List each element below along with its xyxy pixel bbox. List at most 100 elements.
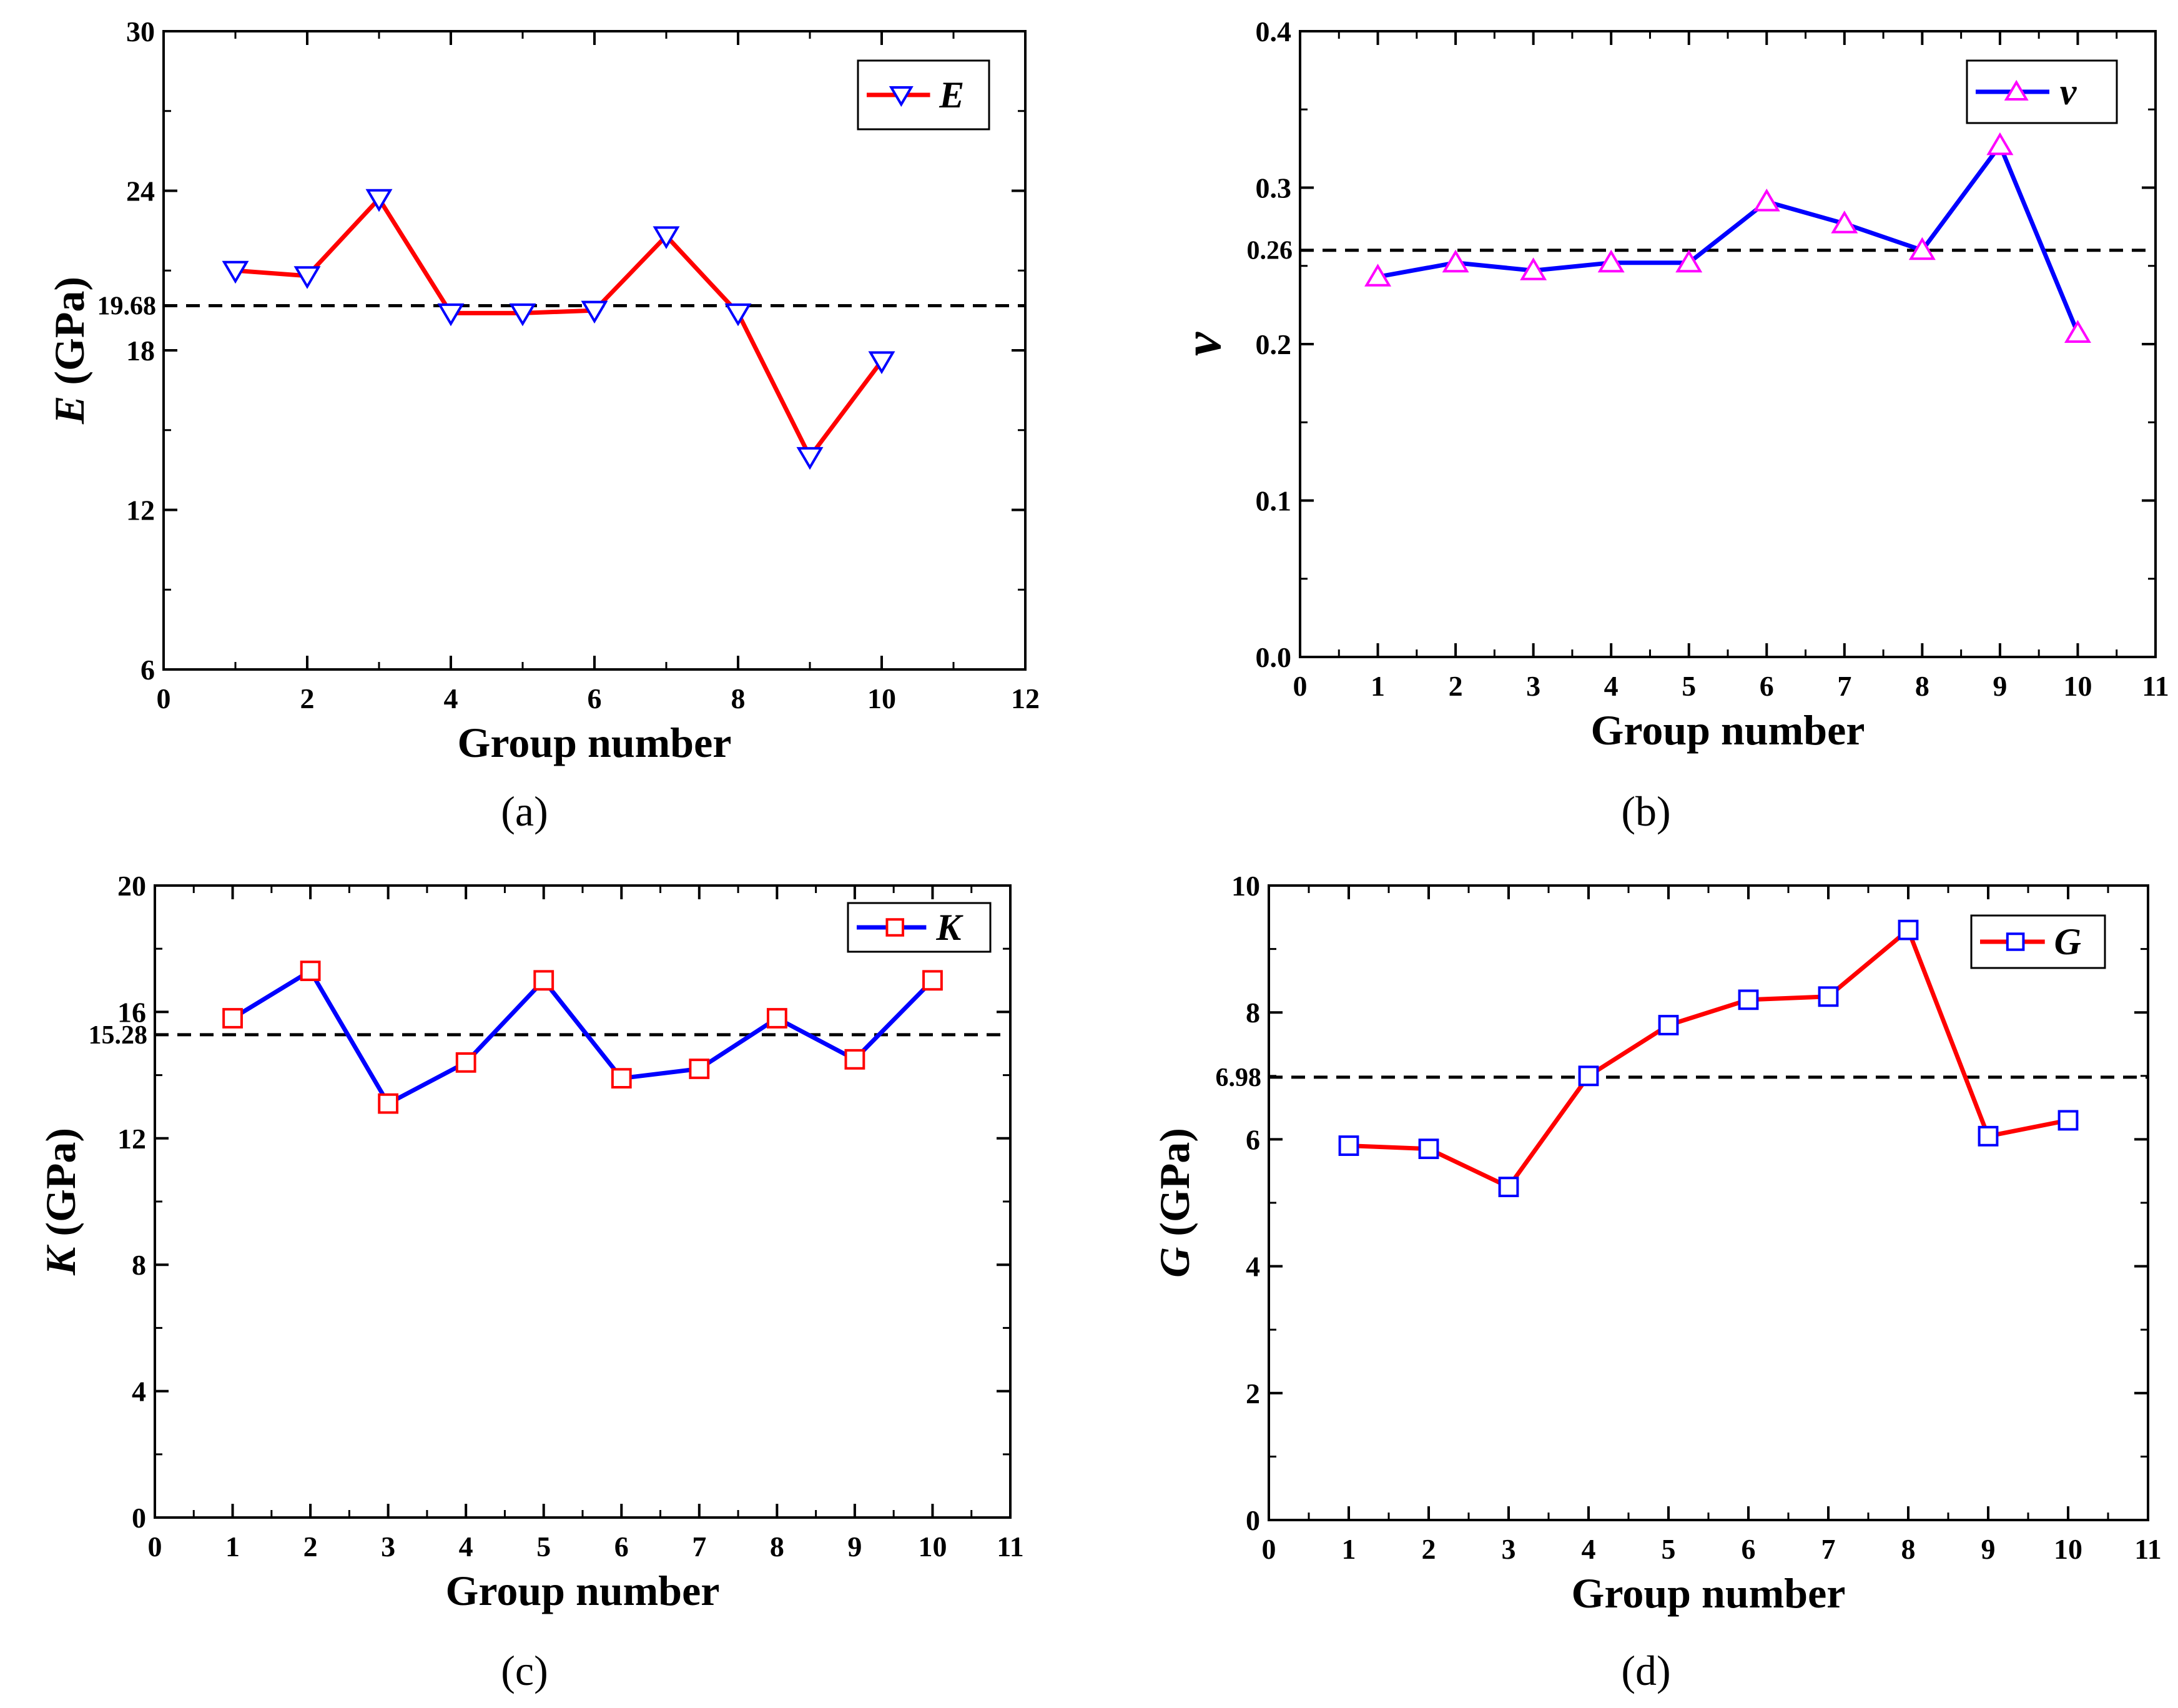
x-axis-title: Group number (1572, 1569, 1846, 1617)
data-point (868, 351, 895, 375)
y-tick-label: 4 (132, 1376, 146, 1408)
y-tick-label: 0 (132, 1502, 146, 1534)
data-point (1338, 1135, 1359, 1156)
data-point (1578, 1065, 1599, 1087)
data-point (1498, 1177, 1519, 1197)
data-point (2064, 320, 2091, 343)
x-tick-label: 11 (2134, 1533, 2161, 1565)
panel-caption: (a) (501, 787, 548, 835)
y-tick-label: 2 (1246, 1378, 1260, 1409)
data-point (796, 447, 824, 470)
legend-label: v (2060, 71, 2077, 112)
x-tick-label: 2 (1422, 1533, 1436, 1565)
data-point (724, 303, 752, 327)
y-tick-label: 20 (117, 870, 146, 902)
x-tick-label: 6 (614, 1531, 629, 1562)
data-point (1364, 264, 1392, 287)
y-axis-title: v (1172, 332, 1232, 356)
x-tick-label: 10 (2063, 670, 2092, 702)
x-axis-title: Group number (446, 1567, 720, 1614)
reference-label: 6.98 (1216, 1064, 1262, 1092)
x-axis-title: Group number (458, 719, 732, 766)
x-tick-label: 0 (157, 683, 171, 714)
data-point (1818, 986, 1839, 1007)
data-point (1597, 249, 1625, 273)
series-line (1377, 143, 2080, 334)
x-tick-label: 3 (1502, 1533, 1516, 1565)
x-tick-label: 4 (1604, 670, 1619, 702)
data-point (509, 303, 536, 327)
data-point (844, 1049, 865, 1070)
x-tick-label: 6 (1760, 670, 1774, 702)
reference-label: 19.68 (97, 292, 157, 320)
legend-marker (2004, 79, 2029, 101)
y-axis-unit: (GPa) (1151, 1128, 1198, 1247)
x-tick-label: 9 (1993, 670, 2007, 702)
data-point (378, 1093, 399, 1114)
data-point (611, 1068, 632, 1089)
y-tick-label: 0.1 (1256, 485, 1292, 517)
y-tick-label: 0.4 (1256, 16, 1292, 47)
y-tick-label: 10 (1231, 870, 1260, 902)
legend-label: G (2054, 921, 2081, 962)
x-tick-label: 10 (918, 1531, 947, 1562)
data-point (1418, 1138, 1439, 1160)
data-point (1675, 249, 1703, 273)
x-tick-label: 7 (692, 1531, 706, 1562)
y-tick-label: 4 (1246, 1251, 1260, 1283)
data-point (365, 189, 393, 212)
legend-label: E (939, 74, 964, 116)
panel-d: 0 1 2 3 4 5 6 7 8 9 10 11 0 2 4 6 8 10 6.98 Group number G (… (1151, 870, 2162, 1694)
x-tick-label: 2 (300, 683, 315, 714)
reference-label: 15.28 (89, 1021, 148, 1050)
y-tick-label: 0 (1246, 1504, 1260, 1536)
x-tick-label: 10 (2054, 1533, 2082, 1565)
x-tick-label: 6 (1742, 1533, 1756, 1565)
y-tick-label: 24 (126, 175, 155, 207)
x-tick-label: 2 (303, 1531, 318, 1562)
y-tick-label: 8 (132, 1249, 146, 1281)
legend-marker (889, 86, 914, 107)
data-point (300, 960, 321, 982)
data-point (1442, 249, 1469, 273)
y-tick-label: 16 (117, 996, 146, 1028)
y-axis-unit: (GPa) (37, 1128, 84, 1247)
y-tick-label: 8 (1246, 997, 1260, 1029)
data-point (653, 226, 680, 249)
y-tick-label: 12 (126, 495, 155, 526)
y-tick-label: 0.3 (1256, 172, 1292, 204)
legend: K (847, 902, 992, 953)
series-line (235, 196, 884, 459)
x-tick-label: 11 (2142, 670, 2169, 702)
x-tick-label: 11 (997, 1531, 1023, 1562)
panel-caption: (d) (1621, 1647, 1670, 1694)
x-tick-label: 1 (1371, 670, 1385, 702)
data-point (533, 970, 554, 991)
x-tick-label: 0 (1293, 670, 1308, 702)
x-tick-label: 9 (1981, 1533, 1996, 1565)
y-axis-title: K (GPa) (37, 1128, 84, 1276)
y-axis-variable: K (37, 1244, 84, 1276)
y-axis-variable: v (1172, 332, 1232, 356)
y-tick-label: 0.0 (1256, 641, 1292, 673)
y-tick-label: 18 (126, 335, 155, 367)
panel-b: 0 1 2 3 4 5 6 7 8 9 10 11 0.0 0.1 0.2 0.3 0.4 0.26 Group n… (1172, 16, 2169, 835)
legend-label: K (935, 907, 963, 948)
y-axis-title: G (GPa) (1151, 1128, 1198, 1278)
data-point (1908, 237, 1936, 260)
data-point (1520, 257, 1547, 280)
legend: G (1970, 914, 2106, 969)
x-tick-label: 5 (1662, 1533, 1676, 1565)
data-point (1978, 1125, 1999, 1147)
x-tick-label: 8 (1915, 670, 1929, 702)
legend-marker (885, 918, 905, 937)
x-tick-label: 0 (148, 1531, 162, 1562)
x-tick-label: 8 (770, 1531, 784, 1562)
legend: E (857, 59, 990, 131)
x-tick-label: 5 (1682, 670, 1696, 702)
x-tick-label: 12 (1011, 683, 1040, 714)
y-tick-label: 12 (117, 1123, 146, 1155)
y-axis-title: E (GPa) (46, 277, 93, 425)
